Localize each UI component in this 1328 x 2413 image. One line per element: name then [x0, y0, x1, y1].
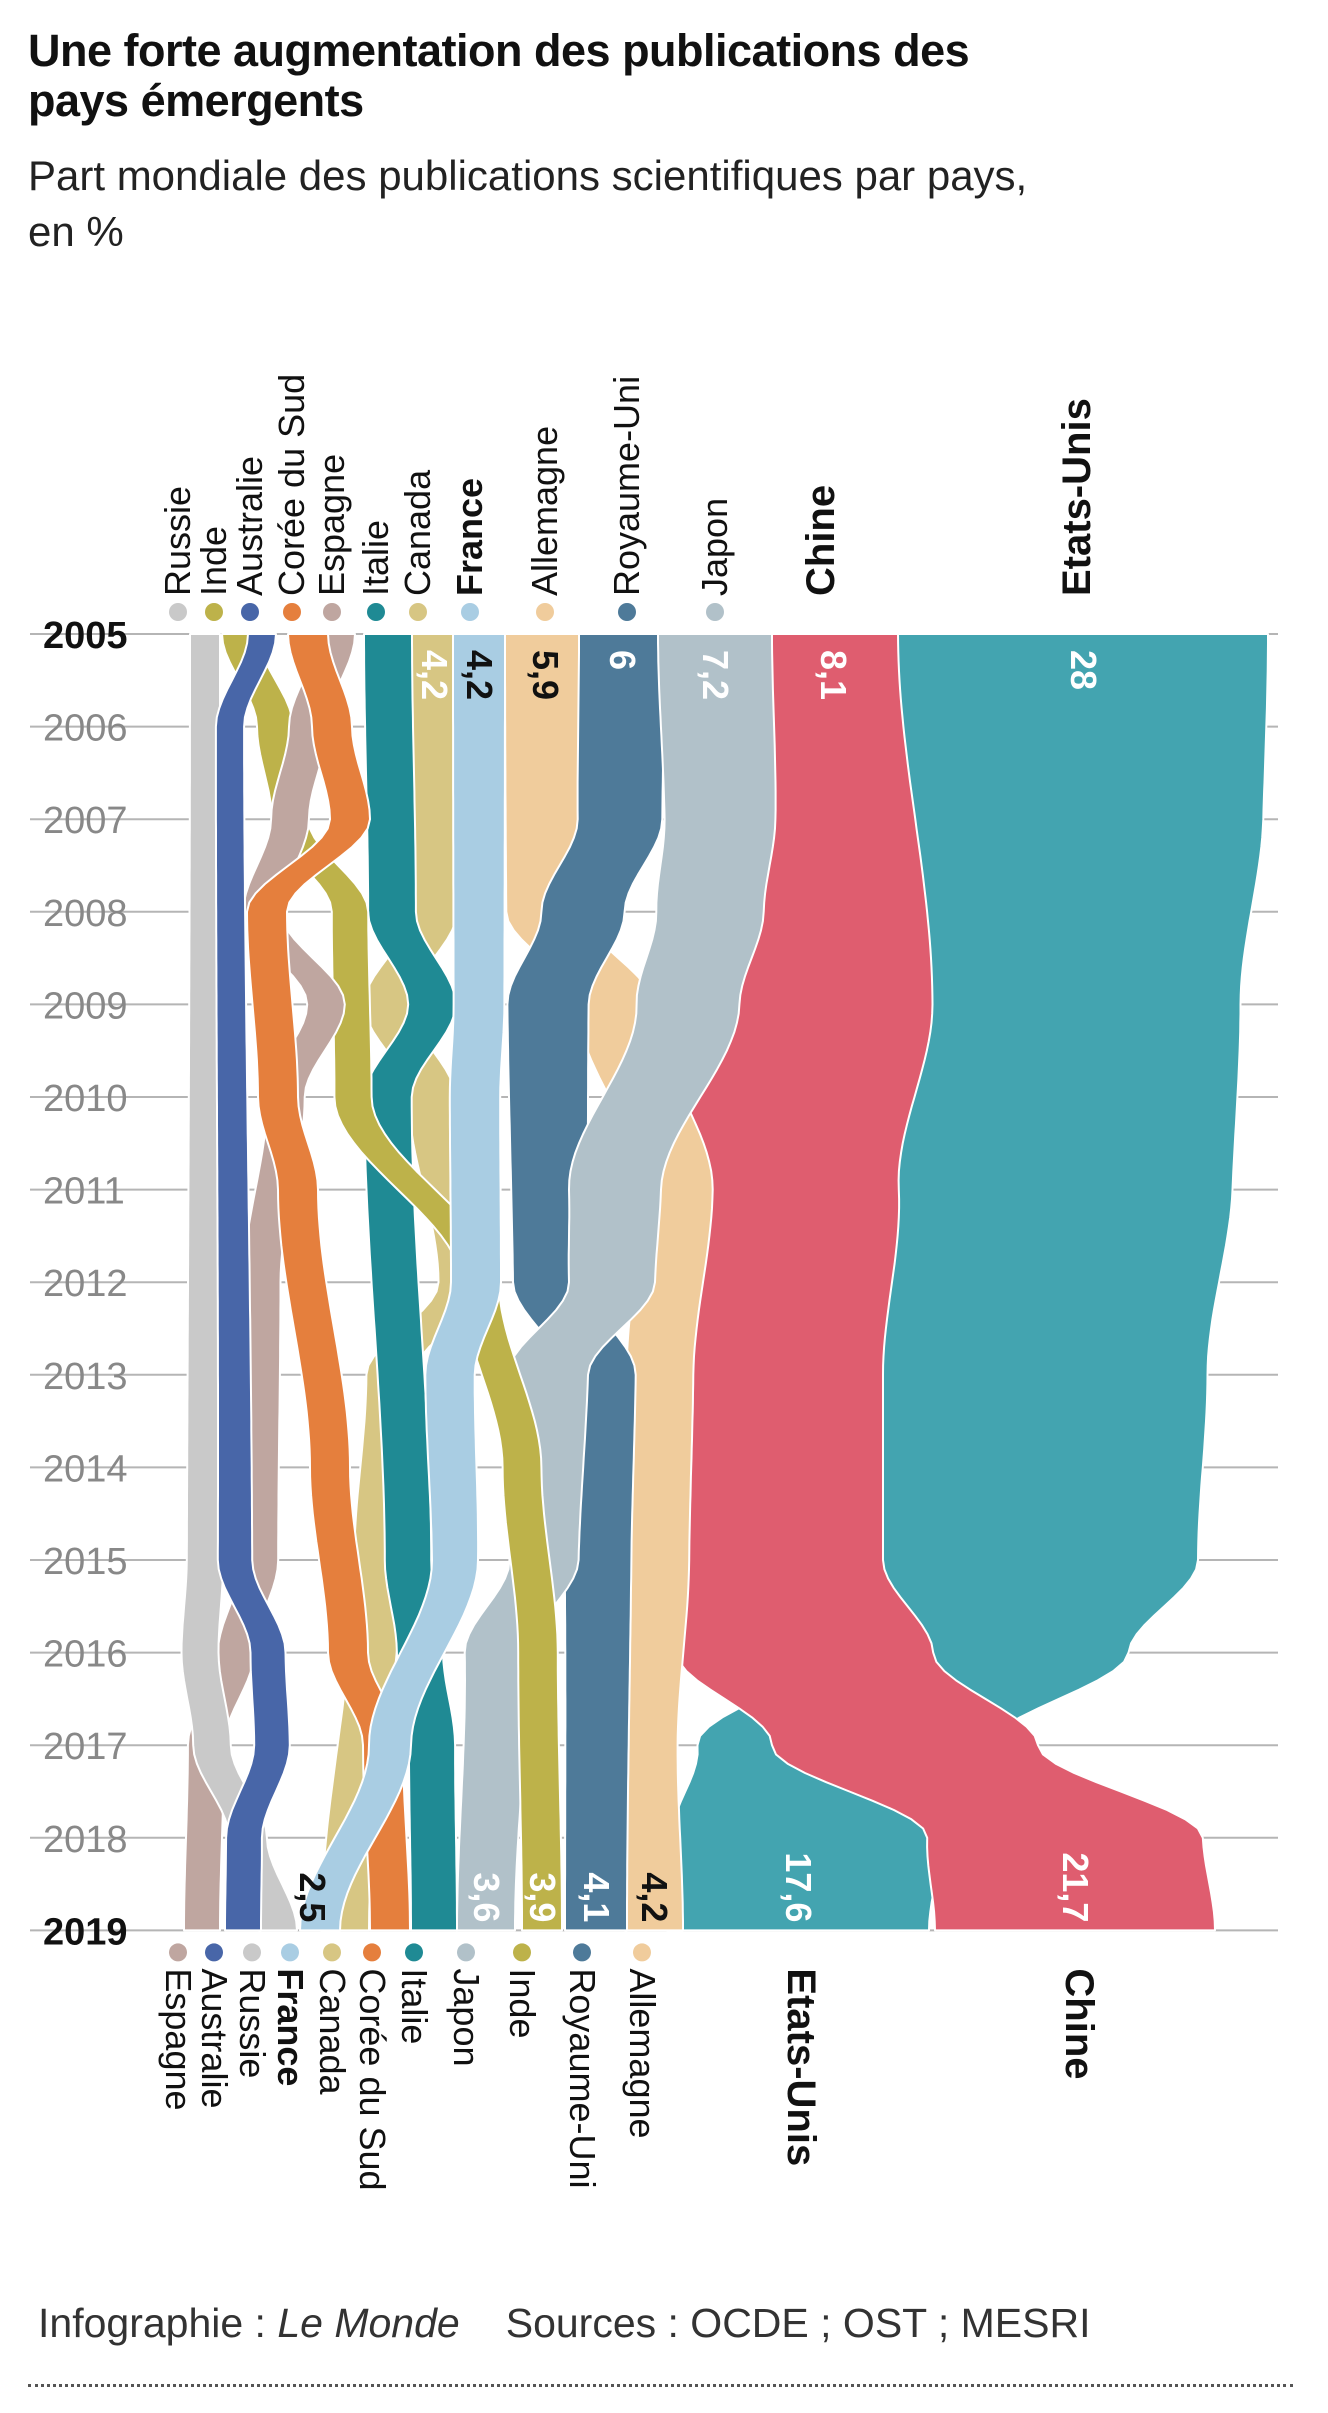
label-top-royaumeuni: Royaume-Uni: [606, 376, 647, 596]
label-bottom-etatsunis: Etats-Unis: [779, 1968, 823, 2166]
label-top-inde: Inde: [193, 526, 234, 596]
year-label-2014: 2014: [43, 1448, 128, 1490]
value-2019-france: 2,5: [292, 1872, 333, 1922]
label-bottom-coree: Corée du Sud: [352, 1968, 393, 2190]
year-label-2013: 2013: [43, 1356, 128, 1398]
legend-dot-bottom-canada: [323, 1943, 341, 1962]
year-label-2018: 2018: [43, 1819, 128, 1861]
value-2019-inde: 3,9: [522, 1872, 563, 1922]
legend-dot-bottom-inde: [513, 1943, 531, 1962]
value-2019-japon: 3,6: [466, 1872, 507, 1922]
year-label-2010: 2010: [43, 1078, 128, 1120]
chart-subtitle: Part mondiale des publications scientifi…: [28, 152, 1028, 255]
band-france: [299, 633, 506, 1932]
label-top-italie: Italie: [355, 520, 396, 596]
label-top-australie: Australie: [229, 456, 270, 596]
value-2019-chine: 21,7: [1055, 1852, 1096, 1922]
band-australie: [214, 633, 291, 1932]
year-label-2016: 2016: [43, 1634, 128, 1676]
label-top-russie: Russie: [157, 486, 198, 596]
value-2019-allemagne: 4,2: [634, 1872, 675, 1922]
label-top-canada: Canada: [397, 469, 438, 596]
country-bands: [180, 633, 1269, 1932]
legend-dot-top-royaumeuni: [618, 603, 636, 621]
year-label-2015: 2015: [43, 1541, 128, 1583]
credit-label: Infographie :: [38, 2300, 266, 2346]
legend-dot-bottom-russie: [243, 1943, 261, 1962]
legend-dot-bottom-allemagne: [633, 1943, 651, 1962]
label-top-etatsunis: Etats-Unis: [1055, 398, 1099, 596]
legend-dot-bottom-japon: [457, 1943, 475, 1962]
legend-dot-top-allemagne: [536, 603, 554, 621]
label-bottom-france: France: [270, 1968, 311, 2086]
year-axis-labels: 2005 2006 2007 2008 2009 2010 2011 2012 2013 2014…: [43, 615, 128, 1953]
label-top-coree: Corée du Sud: [271, 374, 312, 596]
legend-dot-top-russie: [169, 603, 187, 621]
legend-dot-top-inde: [205, 603, 223, 621]
value-2019-etatsunis: 17,6: [778, 1852, 819, 1922]
label-top-france: France: [449, 478, 490, 596]
legend-dot-top-france: [461, 603, 479, 621]
sources-text: Sources : OCDE ; OST ; MESRI: [505, 2300, 1091, 2346]
legend-dot-top-canada: [409, 603, 427, 621]
band-coree: [246, 633, 411, 1932]
legend-dot-bottom-italie: [405, 1943, 423, 1962]
label-bottom-allemagne: Allemagne: [622, 1968, 663, 2138]
footer-divider: [28, 2384, 1293, 2387]
value-2019-royaumeuni: 4,1: [576, 1872, 617, 1922]
credit-name: Le Monde: [277, 2300, 460, 2346]
legend-dot-bottom-france: [281, 1943, 299, 1962]
year-label-2008: 2008: [43, 893, 128, 935]
year-label-2007: 2007: [43, 800, 128, 842]
year-label-2005: 2005: [43, 615, 128, 657]
label-bottom-royaumeuni: Royaume-Uni: [562, 1968, 603, 2188]
label-bottom-australie: Australie: [194, 1968, 235, 2108]
footer-credits: Infographie : Le Monde Sources : OCDE ; O…: [38, 2300, 1091, 2347]
value-2005-france: 4,2: [459, 650, 500, 700]
label-top-allemagne: Allemagne: [524, 426, 565, 596]
label-bottom-italie: Italie: [394, 1968, 435, 2044]
legend-dot-top-italie: [367, 603, 385, 621]
value-2005-japon: 7,2: [695, 650, 736, 700]
label-top-espagne: Espagne: [311, 454, 352, 596]
label-bottom-japon: Japon: [446, 1968, 487, 2066]
label-top-japon: Japon: [694, 498, 735, 596]
legend-dot-top-coree: [283, 603, 301, 621]
publication-share-chart: 2005 2006 2007 2008 2009 2010 2011 2012 2013 2014…: [30, 374, 1278, 2191]
year-label-2012: 2012: [43, 1263, 128, 1305]
label-bottom-inde: Inde: [502, 1968, 543, 2038]
label-bottom-russie: Russie: [232, 1968, 273, 2078]
legend-dot-top-australie: [241, 603, 259, 621]
legend-dot-bottom-australie: [205, 1943, 223, 1962]
value-2005-royaumeuni: 6: [602, 650, 643, 670]
legend-dot-bottom-espagne: [169, 1943, 187, 1962]
legend-dot-top-japon: [706, 603, 724, 621]
value-2005-etatsunis: 28: [1063, 650, 1104, 690]
label-top-chine: Chine: [799, 485, 843, 596]
value-2005-allemagne: 5,9: [525, 650, 566, 700]
legend-dot-bottom-royaumeuni: [573, 1943, 591, 1962]
year-label-2006: 2006: [43, 708, 128, 750]
year-label-2017: 2017: [43, 1726, 128, 1768]
value-labels: 4,2 4,2 5,9 6 7,2 8,1 282,5 3,6 3,9 4,1 4,2 17,6 21,…: [292, 650, 1104, 1922]
label-bottom-espagne: Espagne: [158, 1968, 199, 2110]
year-label-2019: 2019: [43, 1911, 128, 1953]
label-bottom-canada: Canada: [312, 1968, 353, 2095]
label-bottom-chine: Chine: [1057, 1968, 1101, 2079]
chart-title: Une forte augmentation des publications …: [28, 25, 970, 126]
legend-dot-bottom-coree: [363, 1943, 381, 1962]
year-label-2009: 2009: [43, 985, 128, 1027]
year-label-2011: 2011: [43, 1171, 125, 1213]
value-2005-canada: 4,2: [414, 650, 455, 700]
legend-dot-top-espagne: [323, 603, 341, 621]
value-2005-chine: 8,1: [813, 650, 854, 700]
